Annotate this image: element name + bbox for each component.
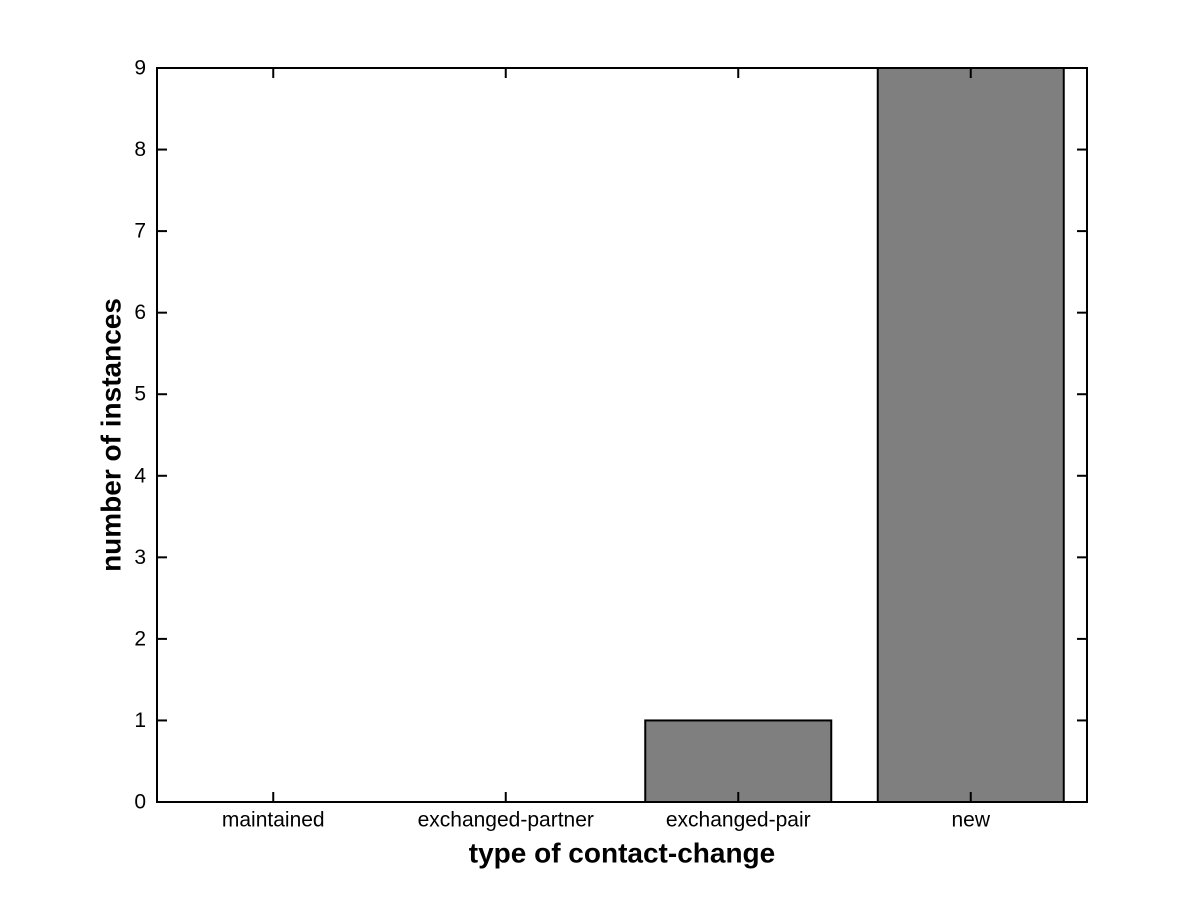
- y-tick-label: 6: [134, 301, 146, 324]
- y-tick-label: 9: [134, 57, 146, 80]
- bar-new: [876, 67, 1065, 803]
- y-tick-label: 4: [134, 464, 146, 487]
- y-tick-label: 0: [134, 791, 146, 814]
- x-axis-label: type of contact-change: [469, 838, 775, 869]
- y-axis-label: number of instances: [96, 298, 127, 572]
- x-tick-label: new: [951, 809, 990, 832]
- y-tick-label: 7: [134, 220, 146, 243]
- y-tick-label: 2: [134, 627, 146, 650]
- x-tick-label: exchanged-partner: [418, 809, 594, 832]
- bar-exchanged-pair: [644, 719, 833, 804]
- x-tick-label: maintained: [222, 809, 325, 832]
- y-tick-label: 5: [134, 383, 146, 406]
- plot-box: [156, 67, 1088, 803]
- y-tick-label: 1: [134, 709, 146, 732]
- y-tick-label: 8: [134, 138, 146, 161]
- x-tick-label: exchanged-pair: [666, 809, 811, 832]
- y-tick-label: 3: [134, 546, 146, 569]
